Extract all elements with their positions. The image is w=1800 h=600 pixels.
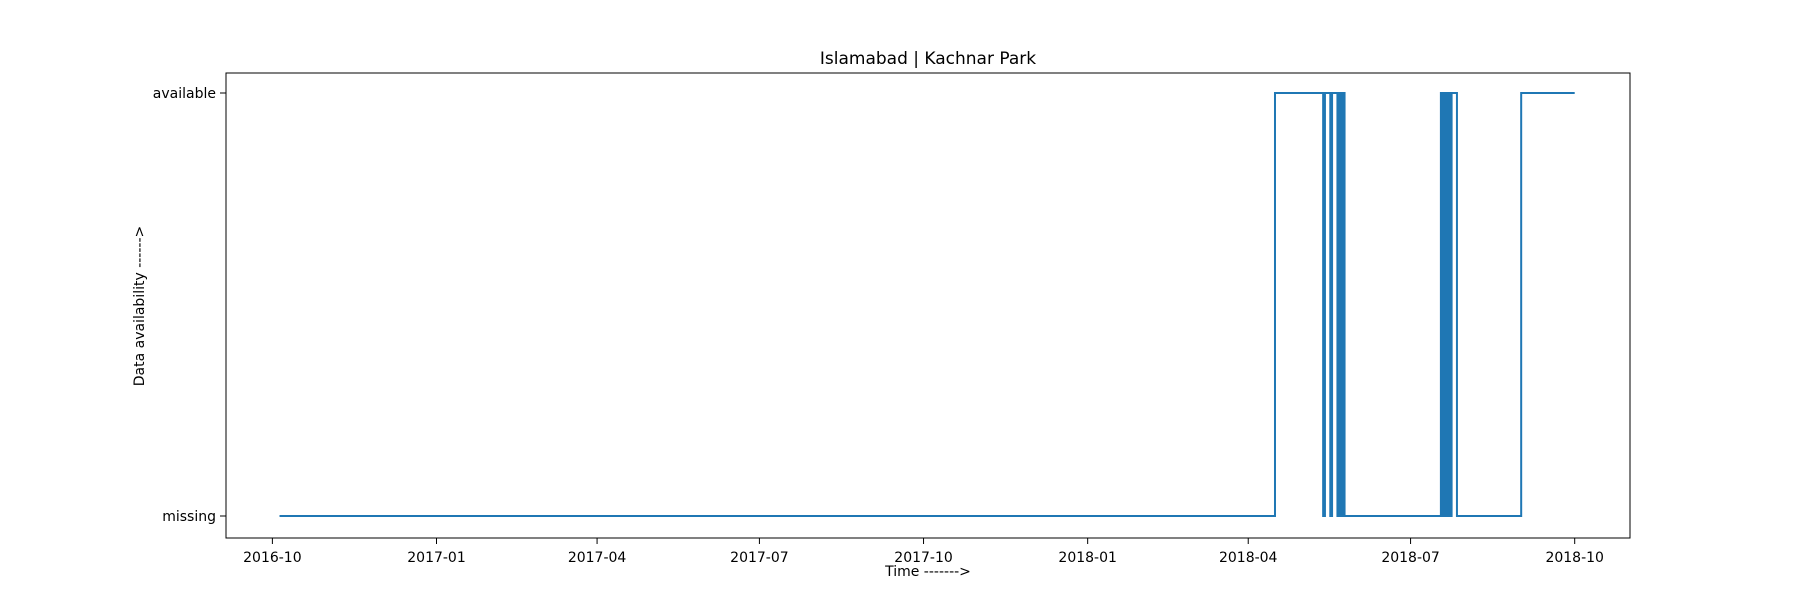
plot-frame: [225, 72, 1631, 539]
x-tick-label: 2018-01: [1058, 550, 1117, 566]
x-tick-label: 2017-07: [730, 550, 789, 566]
x-tick-label: 2018-10: [1545, 550, 1604, 566]
y-tick-label: missing: [162, 509, 216, 525]
y-axis-label: Data availability ------>: [132, 226, 148, 387]
x-tick-label: 2017-01: [407, 550, 466, 566]
availability-series-line: [279, 92, 1575, 517]
y-axis-ticks: missing available: [153, 86, 226, 525]
x-tick-label: 2018-04: [1219, 550, 1278, 566]
y-tick-label: available: [153, 86, 216, 102]
x-tick-label: 2017-10: [894, 550, 953, 566]
x-axis-ticks: 2016-10 2017-01 2017-04 2017-07 2017-10 2018-…: [243, 538, 1604, 566]
x-tick-label: 2017-04: [568, 550, 627, 566]
x-tick-label: 2018-07: [1381, 550, 1440, 566]
chart-title: Islamabad | Kachnar Park: [820, 49, 1036, 69]
x-tick-label: 2016-10: [243, 550, 302, 566]
x-axis-label: Time ------->: [884, 564, 971, 580]
